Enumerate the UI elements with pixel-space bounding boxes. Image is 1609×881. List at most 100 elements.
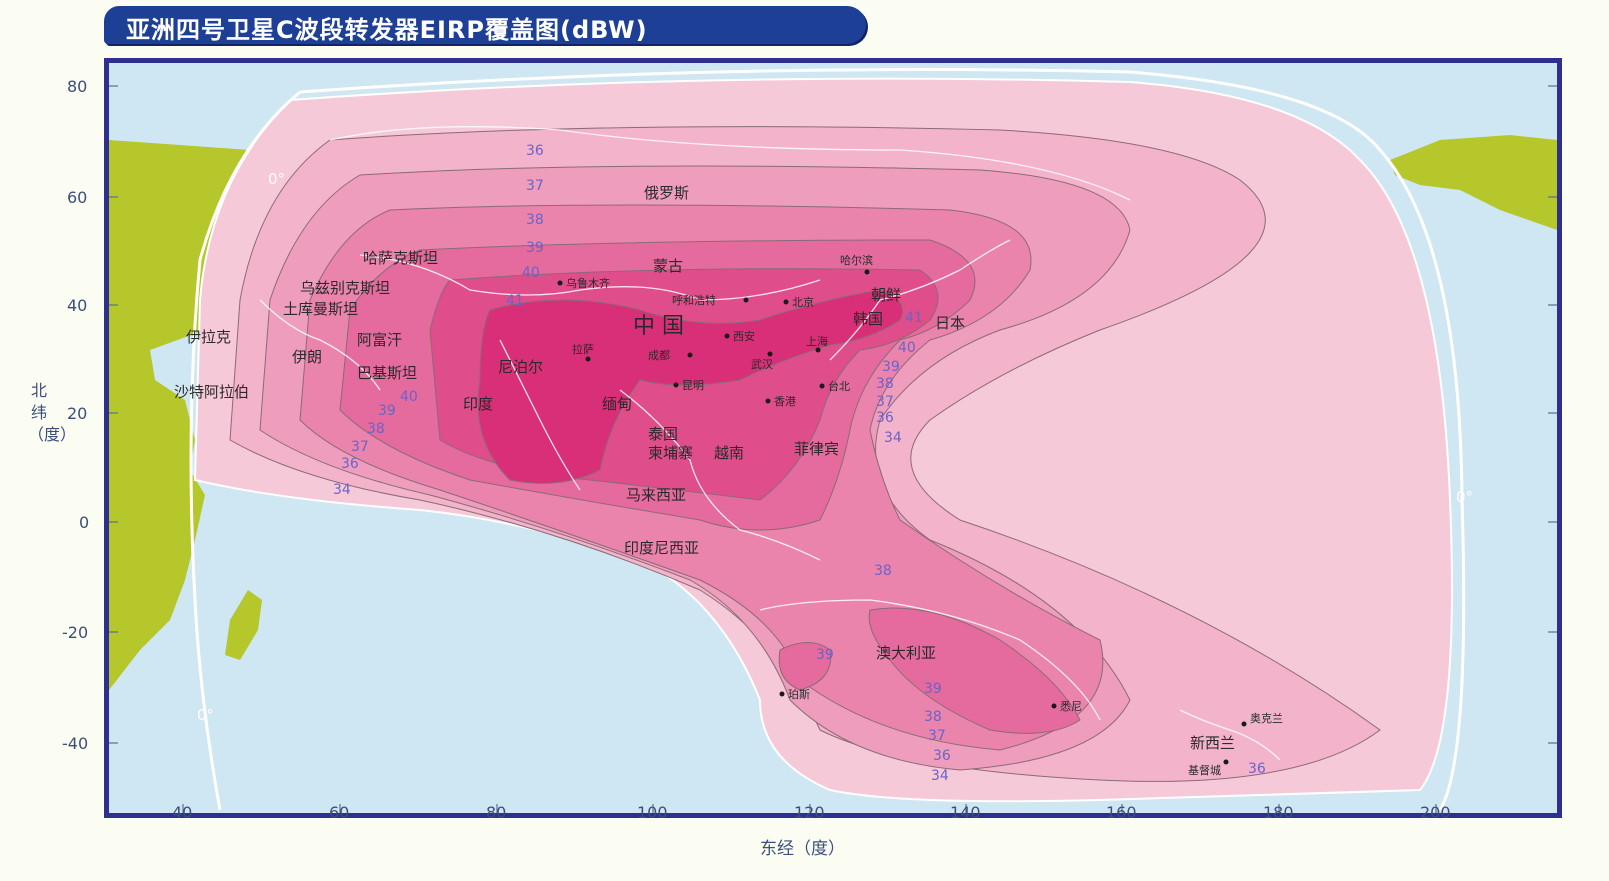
alaska-land	[1390, 135, 1557, 230]
city-label: 珀斯	[788, 687, 810, 701]
country-label: 新西兰	[1190, 734, 1235, 752]
y-tick-label: 40	[67, 296, 87, 315]
x-tick-label: 140	[950, 803, 981, 822]
contour-label: 38	[526, 212, 544, 228]
x-tick-label: 40	[172, 803, 192, 822]
x-tick-label: 160	[1106, 803, 1137, 822]
africa-land	[109, 140, 300, 690]
contour-label: 40	[522, 265, 540, 281]
contour-label: 36	[876, 410, 894, 426]
y-tick-label: 60	[67, 188, 87, 207]
country-label: 菲律宾	[794, 440, 839, 458]
y-axis-label: 北纬（度）	[28, 381, 77, 444]
contour-label: 36	[341, 456, 359, 472]
city-label: 基督城	[1188, 763, 1221, 777]
map-title: 亚洲四号卫星C波段转发器EIRP覆盖图(dBW)	[126, 16, 648, 44]
x-axis-label: 东经（度）	[760, 839, 845, 859]
contour-label: 36	[933, 748, 951, 764]
contour-label: 38	[874, 563, 892, 579]
country-label: 俄罗斯	[644, 184, 689, 202]
title-banner: 亚洲四号卫星C波段转发器EIRP覆盖图(dBW)	[104, 6, 866, 44]
contour-label: 34	[931, 768, 949, 784]
country-label: 蒙古	[653, 257, 683, 275]
contour-label: 39	[882, 359, 900, 375]
contour-label: 38	[367, 421, 385, 437]
city-label: 香港	[774, 395, 796, 408]
city-label: 台北	[828, 379, 850, 393]
contour-label: 40	[898, 340, 916, 356]
city-label: 西安	[733, 329, 755, 343]
contour-label: 39	[924, 681, 942, 697]
contour-39-perth	[778, 642, 832, 691]
country-label: 马来西亚	[626, 486, 686, 504]
madagascar-land	[225, 590, 262, 660]
country-label-china: 中 国	[633, 314, 684, 339]
country-label: 印度	[463, 395, 493, 413]
country-label: 乌兹别克斯坦	[300, 279, 390, 297]
x-tick-label: 180	[1263, 803, 1294, 822]
contour-label: 37	[526, 178, 544, 194]
contour-label: 40	[400, 389, 418, 405]
country-label: 澳大利亚	[876, 644, 936, 662]
country-label: 日本	[935, 314, 965, 332]
x-tick-label: 120	[794, 803, 825, 822]
zero-elevation-label: 0°	[268, 170, 285, 188]
city-label: 昆明	[682, 379, 704, 392]
country-label: 印度尼西亚	[624, 539, 699, 557]
country-label: 伊朗	[292, 348, 322, 366]
y-tick-label: 0	[79, 513, 89, 532]
country-label: 哈萨克斯坦	[363, 249, 438, 267]
contour-39-australia	[868, 607, 1081, 734]
contour-label: 39	[378, 403, 396, 419]
contour-label: 34	[884, 430, 902, 446]
country-label: 伊拉克	[186, 328, 231, 346]
contour-label: 36	[1248, 761, 1266, 777]
city-label: 北京	[792, 295, 814, 309]
country-label: 韩国	[853, 310, 883, 328]
city-label: 奥克兰	[1250, 711, 1283, 725]
city-label: 呼和浩特	[672, 293, 716, 307]
country-label: 柬埔寨	[648, 444, 693, 462]
city-label: 上海	[806, 334, 828, 348]
x-tick-label: 60	[329, 803, 349, 822]
contour-label: 39	[816, 647, 834, 663]
zero-elevation-label: 0°	[1456, 488, 1473, 506]
country-label: 尼泊尔	[498, 358, 543, 376]
country-label: 阿富汗	[357, 331, 402, 349]
contour-label: 36	[526, 143, 544, 159]
y-tick-label: -40	[62, 734, 88, 753]
country-label: 巴基斯坦	[357, 364, 417, 382]
x-tick-label: 100	[637, 803, 668, 822]
y-tick-label: -20	[62, 623, 88, 642]
zero-elevation-label: 0°	[197, 706, 214, 724]
country-label: 土库曼斯坦	[283, 300, 358, 318]
country-label: 朝鲜	[871, 286, 901, 304]
country-label: 泰国	[648, 425, 678, 443]
tick-marks	[109, 85, 1557, 813]
contour-label: 37	[351, 439, 369, 455]
contour-label: 37	[876, 394, 894, 410]
contour-label: 41	[905, 310, 923, 326]
contour-label: 38	[924, 709, 942, 725]
zero-elevation-ring	[299, 68, 1466, 811]
coastlines	[259, 126, 1281, 761]
contour-label: 34	[333, 482, 351, 498]
city-label: 成都	[648, 349, 670, 362]
city-label: 武汉	[751, 358, 773, 371]
city-label: 悉尼	[1060, 700, 1082, 713]
city-label: 拉萨	[572, 342, 594, 356]
country-label: 缅甸	[602, 395, 632, 413]
x-tick-label: 200	[1420, 803, 1451, 822]
city-label: 哈尔滨	[840, 253, 873, 267]
city-dots	[557, 269, 1247, 765]
x-tick-label: 80	[486, 803, 506, 822]
contour-label: 41	[506, 293, 524, 309]
country-label: 越南	[714, 444, 744, 462]
city-label: 乌鲁木齐	[566, 276, 610, 290]
contour-41-area	[477, 289, 903, 484]
y-tick-label: 80	[67, 77, 87, 96]
contour-label: 39	[526, 240, 544, 256]
zero-elevation-ring-west	[189, 90, 301, 811]
y-tick-label: 20	[67, 404, 87, 423]
